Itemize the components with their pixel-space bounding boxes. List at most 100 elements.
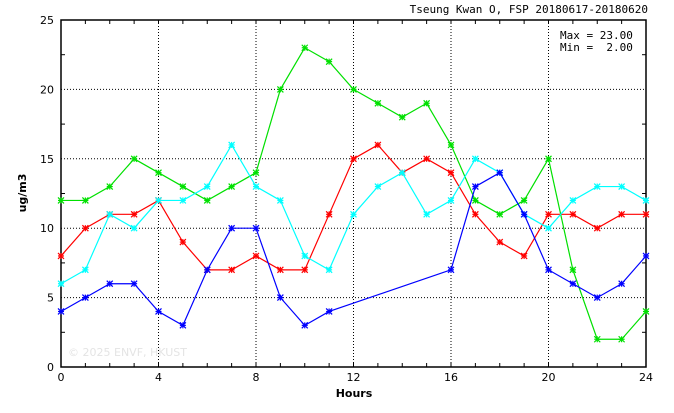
data-point-blue	[179, 321, 187, 329]
data-point-red	[130, 210, 138, 218]
data-point-green	[57, 197, 65, 204]
min-annotation: Min = 2.00	[560, 41, 633, 54]
data-point-red	[569, 210, 577, 218]
data-point-red	[423, 155, 431, 163]
data-point-green	[398, 113, 406, 121]
data-point-green	[447, 141, 455, 149]
data-point-green	[179, 183, 187, 190]
data-point-red	[520, 252, 528, 260]
x-tick-label: 0	[58, 371, 65, 384]
x-tick-label: 8	[253, 371, 260, 384]
data-point-cyan	[106, 210, 114, 218]
max-annotation: Max = 23.00	[560, 29, 633, 42]
data-point-red	[81, 224, 89, 232]
data-point-cyan	[252, 183, 260, 190]
data-point-green	[301, 44, 309, 52]
data-point-blue	[520, 210, 528, 218]
data-point-red	[252, 252, 260, 260]
data-point-green	[350, 85, 357, 93]
data-point-blue	[81, 294, 89, 302]
data-point-blue	[593, 294, 601, 302]
data-point-green	[642, 308, 650, 315]
data-point-green	[569, 266, 577, 274]
data-point-blue	[301, 321, 309, 329]
data-point-green	[496, 210, 504, 218]
data-point-cyan	[81, 266, 89, 274]
data-point-blue	[252, 224, 260, 232]
data-point-green	[325, 58, 333, 66]
data-point-blue	[496, 169, 504, 177]
data-point-red	[179, 238, 187, 246]
data-point-red	[276, 266, 284, 274]
data-point-blue	[447, 266, 455, 274]
y-tick-label: 20	[40, 83, 54, 96]
data-point-cyan	[179, 197, 187, 204]
data-point-green	[471, 197, 479, 204]
data-point-blue	[228, 224, 236, 232]
data-point-red	[350, 155, 357, 163]
x-tick-label: 12	[347, 371, 361, 384]
data-point-green	[106, 183, 114, 190]
data-point-red	[301, 266, 309, 274]
data-point-red	[471, 210, 479, 218]
data-point-blue	[276, 294, 284, 302]
data-point-red	[593, 224, 601, 232]
data-point-red	[228, 266, 236, 274]
y-tick-label: 25	[40, 14, 54, 27]
data-point-cyan	[374, 183, 382, 190]
data-point-green	[545, 155, 552, 163]
data-point-green	[155, 169, 162, 177]
data-point-green	[423, 99, 431, 107]
data-point-green	[374, 99, 382, 107]
data-point-green	[228, 183, 236, 190]
data-point-cyan	[545, 224, 552, 232]
data-point-red	[57, 252, 65, 260]
y-tick-label: 5	[47, 292, 54, 305]
data-point-cyan	[325, 266, 333, 274]
data-point-cyan	[618, 183, 626, 190]
data-point-cyan	[130, 224, 138, 232]
data-point-blue	[642, 252, 650, 260]
data-point-green	[618, 335, 626, 343]
x-tick-label: 4	[155, 371, 162, 384]
data-point-red	[642, 210, 650, 218]
data-point-green	[520, 197, 528, 204]
data-point-blue	[471, 183, 479, 190]
x-tick-label: 20	[542, 371, 556, 384]
data-point-cyan	[447, 197, 455, 204]
data-point-blue	[155, 308, 162, 315]
data-point-red	[496, 238, 504, 246]
data-point-cyan	[593, 183, 601, 190]
data-point-cyan	[642, 197, 650, 204]
data-point-red	[374, 141, 382, 149]
x-tick-label: 16	[444, 371, 458, 384]
data-point-green	[593, 335, 601, 343]
x-tick-label: 24	[639, 371, 653, 384]
watermark: © 2025 ENVF, HKUST	[68, 346, 187, 359]
data-point-cyan	[398, 169, 406, 177]
data-point-red	[325, 210, 333, 218]
data-point-red	[545, 210, 552, 218]
data-point-blue	[618, 280, 626, 288]
y-axis-label: ug/m3	[16, 174, 29, 213]
data-point-red	[447, 169, 455, 177]
data-point-cyan	[350, 210, 357, 218]
data-point-green	[130, 155, 138, 163]
data-point-green	[203, 197, 211, 204]
data-point-blue	[203, 266, 211, 274]
data-point-cyan	[276, 197, 284, 204]
data-point-blue	[106, 280, 114, 288]
data-point-blue	[130, 280, 138, 288]
y-tick-label: 0	[47, 361, 54, 374]
chart-title: Tseung Kwan O, FSP 20180617-20180620	[410, 3, 648, 16]
data-point-green	[276, 85, 284, 93]
data-point-blue	[569, 280, 577, 288]
data-point-cyan	[471, 155, 479, 163]
data-point-blue	[545, 266, 552, 274]
data-point-blue	[325, 308, 333, 315]
y-tick-label: 10	[40, 222, 54, 235]
data-point-cyan	[423, 210, 431, 218]
x-axis-label: Hours	[336, 387, 373, 400]
data-point-cyan	[155, 197, 162, 204]
